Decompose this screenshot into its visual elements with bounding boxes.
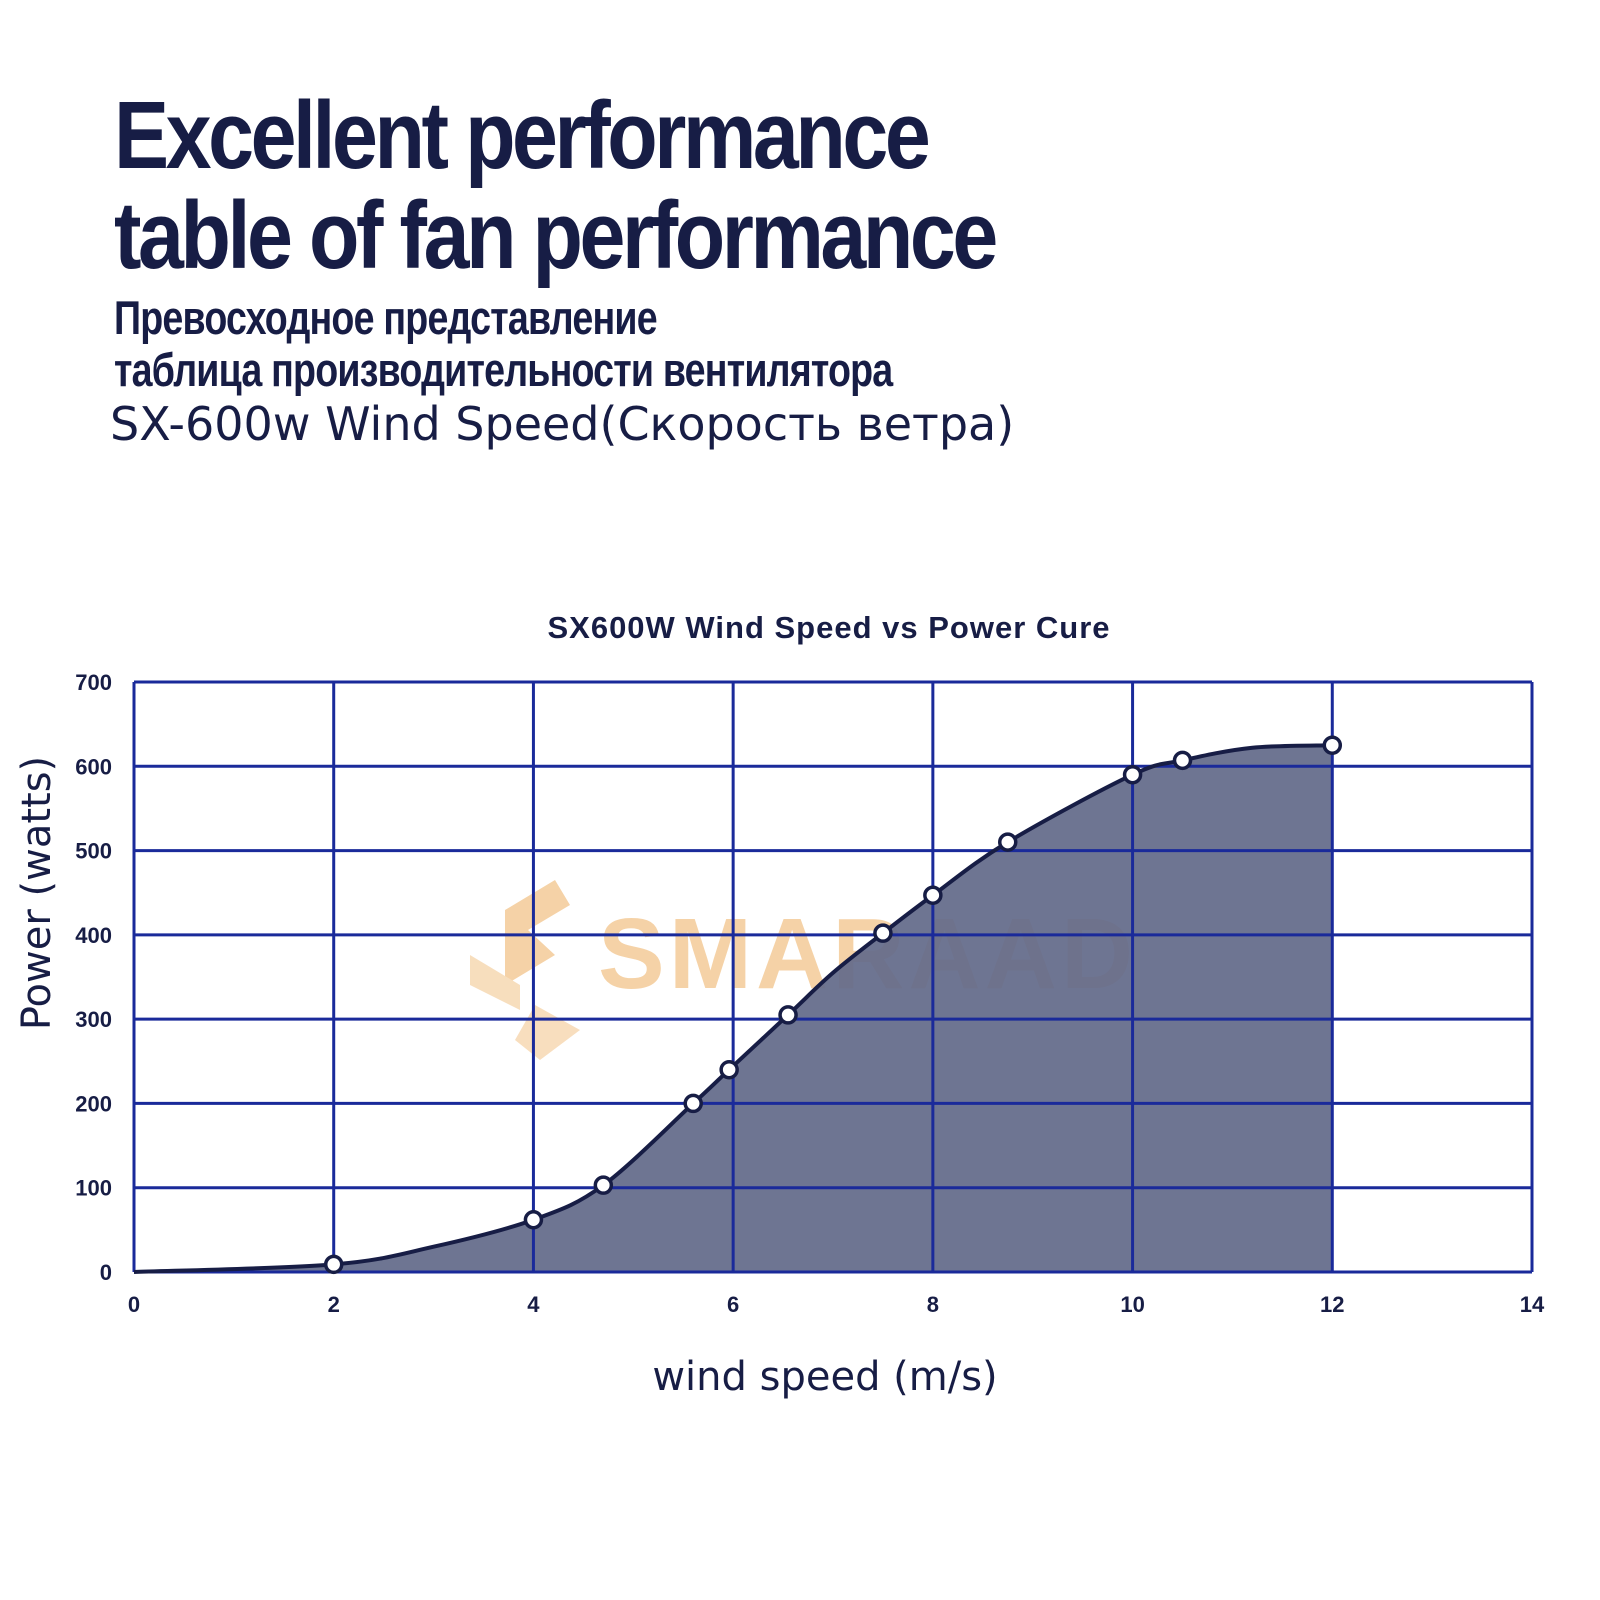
data-point <box>998 832 1018 852</box>
x-tick-label: 4 <box>527 1292 540 1317</box>
y-tick-label: 200 <box>75 1091 112 1116</box>
x-tick-label: 6 <box>727 1292 739 1317</box>
x-tick-label: 8 <box>927 1292 939 1317</box>
data-point <box>323 1254 344 1275</box>
x-tick-label: 14 <box>1520 1292 1545 1317</box>
data-point <box>1172 750 1193 771</box>
x-tick-label: 0 <box>128 1292 140 1317</box>
page-subheading: Превосходное представление таблица произ… <box>114 291 893 396</box>
data-point <box>523 1209 544 1230</box>
y-tick-label: 600 <box>75 754 112 779</box>
area-fill <box>134 745 1333 1272</box>
x-tick-label: 12 <box>1320 1292 1344 1317</box>
y-axis-label: Power (watts) <box>14 756 60 1030</box>
y-tick-label: 300 <box>75 1007 112 1032</box>
y-tick-label: 0 <box>100 1260 112 1285</box>
data-point <box>873 923 893 943</box>
y-tick-label: 700 <box>75 670 112 695</box>
y-tick-label: 100 <box>75 1176 112 1201</box>
data-point <box>683 1093 703 1114</box>
data-point <box>1322 735 1343 755</box>
x-axis-label: wind speed (m/s) <box>652 1354 997 1400</box>
data-point <box>778 1005 798 1025</box>
y-tick-label: 400 <box>75 923 112 948</box>
x-tick-label: 2 <box>328 1292 340 1317</box>
y-tick-label: 500 <box>75 839 112 864</box>
watermark-logo-icon <box>470 880 580 1060</box>
chart-title: SX600W Wind Speed vs Power Cure <box>547 610 1110 645</box>
axis-ticks: 0 2 4 6 8 10 12 14 0 100 200 300 400 500 600 700 <box>75 670 1545 1317</box>
data-point <box>719 1059 739 1080</box>
heading-line-1: Excellent performance <box>114 82 931 189</box>
subheading-line-2: таблица производительности вентилятора <box>114 343 893 396</box>
model-line: SX-600w Wind Speed(Скорость ветра) <box>110 397 1015 451</box>
data-point <box>593 1175 614 1195</box>
grid <box>132 680 1534 1274</box>
x-tick-label: 10 <box>1120 1292 1144 1317</box>
series-markers <box>323 735 1343 1275</box>
subheading-line-1: Превосходное представление <box>114 291 658 344</box>
data-point <box>1122 764 1143 785</box>
data-point <box>923 885 943 905</box>
heading-line-2: table of fan performance <box>114 182 998 289</box>
page-heading: Excellent performance table of fan perfo… <box>114 82 998 289</box>
